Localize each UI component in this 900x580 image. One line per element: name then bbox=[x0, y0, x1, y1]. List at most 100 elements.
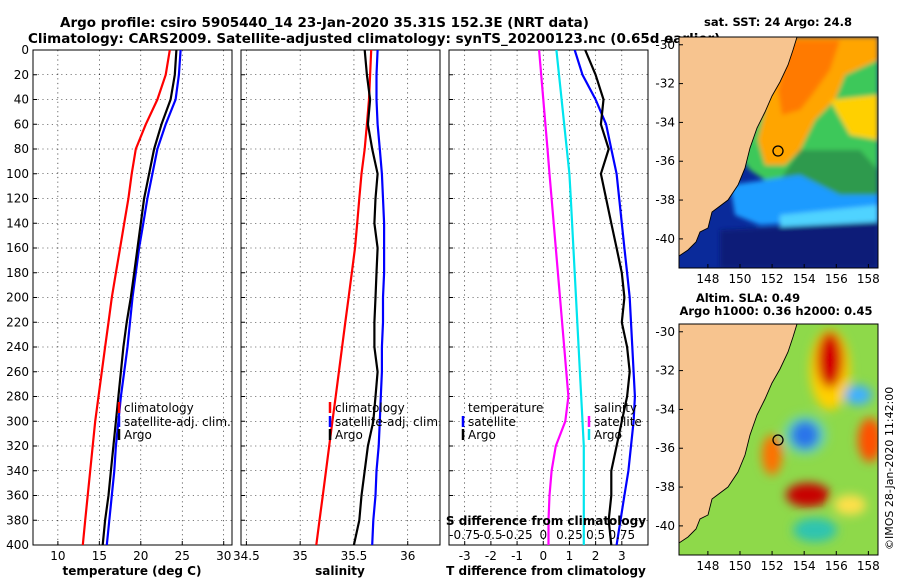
s-diff-tick-label: -0.5 bbox=[479, 528, 502, 542]
ytick-label: 260 bbox=[6, 365, 29, 379]
sla-yellow-south bbox=[834, 495, 866, 515]
sla-map bbox=[679, 324, 878, 555]
difference-legend-right: salinity satellite Argo bbox=[587, 401, 642, 442]
ytick-label: 140 bbox=[6, 216, 29, 230]
ytick-label: 320 bbox=[6, 439, 29, 453]
map-xtick-label: 154 bbox=[793, 559, 816, 573]
map-ytick-label: -40 bbox=[655, 519, 675, 533]
xtick-label: 30 bbox=[216, 549, 231, 563]
legend-salinity-heading: salinity bbox=[594, 401, 637, 415]
series-line-satellite-adj-clim- bbox=[371, 50, 386, 545]
s-diff-tick-label: 0.25 bbox=[556, 528, 583, 542]
map-xtick-label: 156 bbox=[825, 272, 848, 286]
figure-title-line2: Climatology: CARS2009. Satellite-adjuste… bbox=[28, 31, 720, 47]
axis-ticks: 10 15 20 25 30 34.5 35 35.5 36 -3 -2 -1 0 1 2 302040608… bbox=[6, 43, 626, 563]
sst-hot-spot bbox=[778, 40, 840, 115]
ytick-label: 80 bbox=[14, 142, 29, 156]
series-line-t-argo bbox=[584, 50, 631, 545]
ytick-label: 200 bbox=[6, 291, 29, 305]
xtick-label: -1 bbox=[511, 549, 523, 563]
ytick-label: 180 bbox=[6, 266, 29, 280]
sst-map bbox=[679, 37, 878, 268]
legend-t-satellite: satellite bbox=[468, 415, 516, 429]
series-line-satellite-adj-clim- bbox=[105, 50, 182, 545]
map-xtick-label: 158 bbox=[857, 272, 880, 286]
figure-title-line1: Argo profile: csiro 5905440_14 23-Jan-20… bbox=[60, 15, 589, 31]
series-line-argo bbox=[101, 50, 178, 545]
xtick-label: 34.5 bbox=[233, 549, 260, 563]
legend-climatology: climatology bbox=[335, 401, 405, 415]
map-xtick-label: 148 bbox=[696, 272, 719, 286]
xtick-label: 1 bbox=[566, 549, 574, 563]
xtick-label: 36 bbox=[400, 549, 415, 563]
grid-lines bbox=[33, 50, 648, 545]
map-xtick-label: 148 bbox=[696, 559, 719, 573]
map-ytick-label: -34 bbox=[655, 115, 675, 129]
panel-series-salinity bbox=[315, 50, 386, 545]
map-ytick-label: -34 bbox=[655, 402, 675, 416]
xtick-label: 15 bbox=[92, 549, 107, 563]
xtick-label: -2 bbox=[485, 549, 497, 563]
map-xtick-label: 156 bbox=[825, 559, 848, 573]
s-difference-tick-labels: -0.75-0.5-0.25 0 0.25 0.5 0.75 bbox=[449, 528, 635, 542]
sla-high-west bbox=[762, 435, 782, 475]
s-diff-tick-label: -0.25 bbox=[502, 528, 533, 542]
ytick-label: 360 bbox=[6, 489, 29, 503]
map-xtick-label: 154 bbox=[793, 272, 816, 286]
sla-map-title: Altim. SLA: 0.49 bbox=[696, 291, 800, 305]
ytick-label: 0 bbox=[21, 43, 29, 57]
legend-temperature-heading: temperature bbox=[468, 401, 543, 415]
sla-map-subtitle: Argo h1000: 0.36 h2000: 0.45 bbox=[679, 304, 872, 318]
salinity-xlabel: salinity bbox=[315, 564, 365, 578]
xtick-label: 2 bbox=[592, 549, 600, 563]
ytick-label: 280 bbox=[6, 390, 29, 404]
map-xtick-label: 158 bbox=[857, 559, 880, 573]
legend-climatology: climatology bbox=[124, 401, 194, 415]
s-diff-tick-label: 0 bbox=[539, 528, 547, 542]
xtick-label: 20 bbox=[133, 549, 148, 563]
legend-satellite-adj: satellite-adj. clim. bbox=[124, 415, 231, 429]
ytick-label: 40 bbox=[14, 93, 29, 107]
map-ytick-label: -32 bbox=[655, 364, 675, 378]
salinity-legend: climatology satellite-adj. clim. Argo bbox=[328, 401, 442, 442]
xtick-label: 35 bbox=[293, 549, 308, 563]
sla-high-north bbox=[817, 332, 843, 388]
ytick-label: 400 bbox=[6, 538, 29, 552]
difference-legend-left: temperature satellite Argo bbox=[461, 401, 543, 442]
series-line-climatology bbox=[315, 50, 373, 545]
ytick-label: 20 bbox=[14, 68, 29, 82]
series-line-argo bbox=[352, 50, 379, 545]
map-ytick-label: -30 bbox=[655, 38, 675, 52]
sla-low-south bbox=[793, 518, 837, 542]
map-xtick-label: 152 bbox=[761, 272, 784, 286]
sst-map-frame bbox=[678, 36, 879, 269]
difference-xlabel: T difference from climatology bbox=[446, 564, 646, 578]
temperature-legend: climatology satellite-adj. clim. Argo bbox=[117, 401, 231, 442]
ytick-label: 120 bbox=[6, 192, 29, 206]
map-ytick-label: -38 bbox=[655, 193, 675, 207]
ytick-label: 300 bbox=[6, 414, 29, 428]
s-diff-tick-label: 0.75 bbox=[608, 528, 635, 542]
xtick-label: 25 bbox=[175, 549, 190, 563]
map-xtick-label: 150 bbox=[729, 559, 752, 573]
series-line-t-difference bbox=[555, 50, 585, 545]
sst-cold-water bbox=[720, 222, 878, 268]
sla-map-frame bbox=[678, 323, 879, 556]
map-ytick-label: -30 bbox=[655, 325, 675, 339]
ytick-label: 240 bbox=[6, 340, 29, 354]
sla-australia-land bbox=[679, 324, 798, 544]
sla-high-south bbox=[786, 483, 830, 507]
legend-argo: Argo bbox=[124, 428, 152, 442]
sla-argo-marker bbox=[772, 434, 784, 446]
profile-series bbox=[81, 50, 637, 545]
legend-argo: Argo bbox=[335, 428, 363, 442]
legend-s-argo: Argo bbox=[594, 428, 622, 442]
sla-high-east bbox=[858, 418, 878, 462]
temperature-xlabel: temperature (deg C) bbox=[63, 564, 202, 578]
xtick-label: 0 bbox=[539, 549, 547, 563]
series-line-s-difference bbox=[538, 50, 570, 545]
panel-series-temperature bbox=[81, 50, 182, 545]
s-diff-tick-label: -0.75 bbox=[449, 528, 480, 542]
sst-australia-land bbox=[679, 37, 798, 257]
